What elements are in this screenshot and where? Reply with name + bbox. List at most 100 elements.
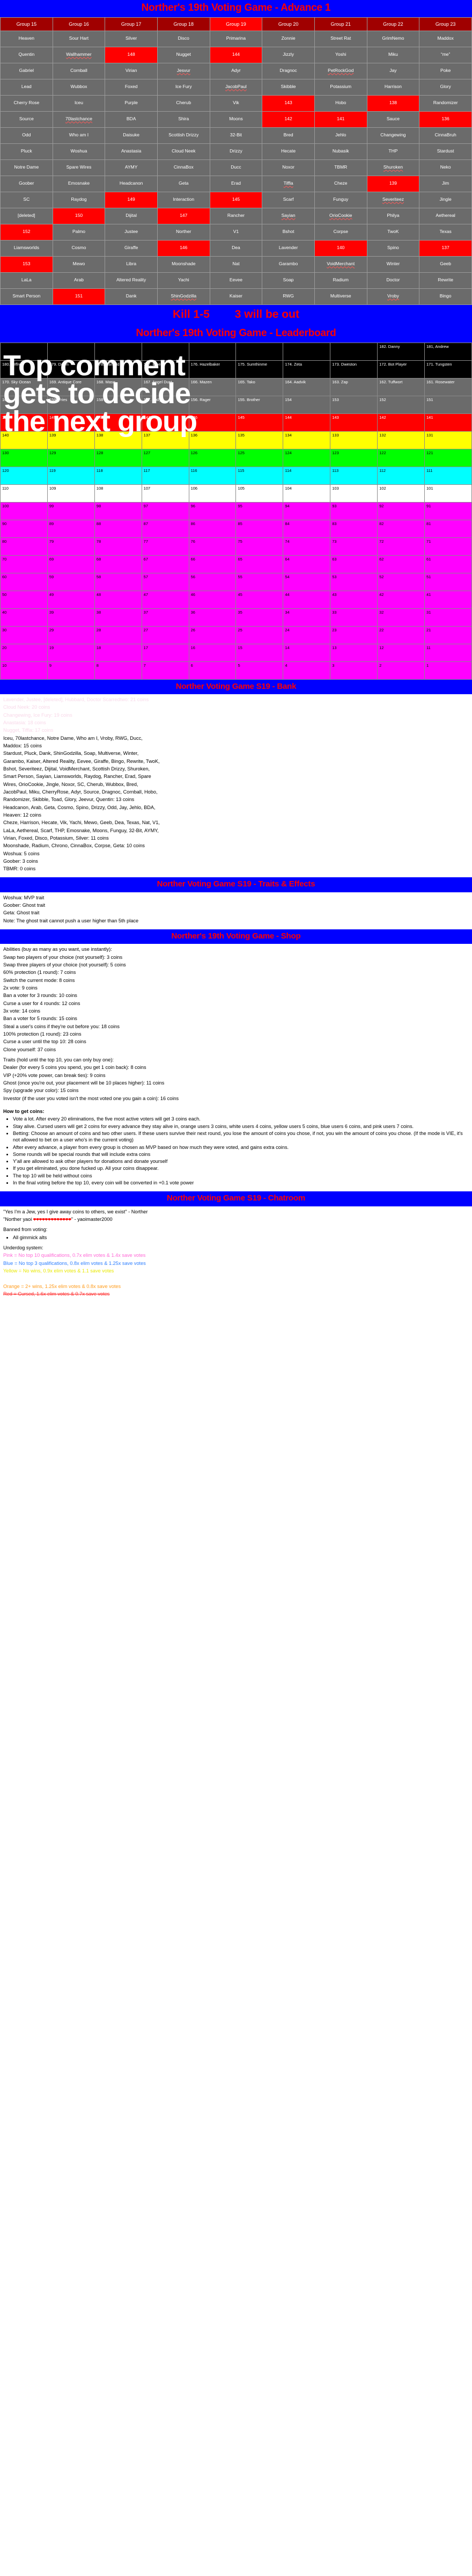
leaderboard-cell: [330, 342, 378, 361]
leaderboard-cell: 148: [94, 413, 142, 432]
leaderboard-cell: 75: [235, 537, 284, 556]
leaderboard-row: 170. Sky Ocean 169. Antique Core 168. Masq…: [0, 377, 472, 396]
howto-item: Stay alive. Cursed users will get 2 coin…: [13, 1123, 469, 1130]
advance-cell-player: Philya: [366, 207, 420, 224]
advance-row: Heaven Sour Hart Silver Disco Primarina Zonni…: [0, 30, 472, 47]
advance-column-header: Group 15: [0, 17, 53, 31]
advance-cell-player: Aethereal: [419, 207, 472, 224]
underdog-tier: Blue = No top 3 qualifications, 0.8x eli…: [3, 1260, 146, 1266]
advance-column-header: Group 16: [52, 17, 106, 31]
advance-cell-player: TwoK: [366, 223, 420, 241]
leaderboard-cell: 43: [330, 590, 378, 609]
leaderboard-cell: 101: [424, 484, 472, 503]
leaderboard-cell: 29: [47, 625, 95, 644]
leaderboard-cell: 106: [188, 484, 237, 503]
advance-cell-player: Radium: [314, 272, 367, 289]
advance-cell-player: Vik: [209, 94, 263, 112]
leaderboard-cell: 59: [47, 572, 95, 591]
kill-banner-gap: [212, 308, 232, 321]
shop-ability-item: Switch the current mode: 8 coins: [3, 977, 75, 983]
leaderboard-cell: 151: [424, 395, 472, 414]
advance-cell-player: Shira: [157, 111, 210, 128]
leaderboard-cell: 170. Sky Ocean: [0, 377, 48, 396]
leaderboard-cell: 31: [424, 608, 472, 627]
bank-section: Lavender, Justee, [deleted], Hubbard, Do…: [0, 694, 472, 878]
leaderboard-cell: 134: [283, 431, 331, 449]
leaderboard-row: 80 79 78 77 76 75 74 73 72 71: [0, 537, 472, 556]
banner-leaderboard-title: Norther's 19th Voting Game - Leaderboard: [136, 327, 336, 339]
banner-traits: Norther Voting Game S19 - Traits & Effec…: [0, 877, 472, 892]
leaderboard-cell: 130: [0, 448, 48, 467]
leaderboard-cell: 79: [47, 537, 95, 556]
advance-cell-player: Geeb: [419, 256, 472, 273]
leaderboard-cell: 34: [283, 608, 331, 627]
kill-banner: Kill 1-5 3 will be out: [0, 304, 472, 325]
advance-cell-player: Goober: [0, 175, 53, 192]
bank-line: Wires, OrioCookie, Jingle, Noxor, SC, Ch…: [3, 781, 138, 787]
bank-line: Woshua: 5 coins: [3, 850, 40, 856]
bank-line: Moonshade, Radium, Chrono, CinnaBox, Cor…: [3, 843, 145, 849]
shop-ability-item: Curse a user for 4 rounds: 12 coins: [3, 1000, 80, 1006]
leaderboard-cell: 181, Andrew: [424, 342, 472, 361]
leaderboard-cell: 138: [94, 431, 142, 449]
advance-cell-player: Noxor: [262, 159, 315, 176]
advance-cell-player: Source: [0, 111, 53, 128]
advance-cell-player: Neko: [419, 159, 472, 176]
leaderboard-row: 110 109 108 107 106 105 104 103 102 101: [0, 484, 472, 503]
advance-cell-player: Moons: [209, 111, 263, 128]
advance-cell-eliminated: 152: [0, 223, 53, 241]
leaderboard-cell: 136: [188, 431, 237, 449]
leaderboard-cell: 132: [377, 431, 425, 449]
bank-line: Garambo, Kaiser, Altered Reality, Eevee,…: [3, 758, 160, 764]
banner-chatroom-title: Norther Voting Game S19 - Chatroom: [167, 1194, 305, 1203]
leaderboard-cell: 108: [94, 484, 142, 503]
chatroom-quote-1: "Yes I'm a Jew, yes I give away coins to…: [3, 1209, 148, 1214]
trait-line: Goober: Ghost trait: [3, 903, 46, 908]
leaderboard-cell: 165. Tako: [235, 377, 284, 396]
leaderboard-cell: 78: [94, 537, 142, 556]
leaderboard-cell: 28: [94, 625, 142, 644]
advance-cell-player: Lavender: [262, 239, 315, 257]
advance-cell-eliminated: 148: [105, 46, 158, 63]
advance-header-row: Group 15 Group 16 Group 17 Group 18 Group 19…: [0, 17, 472, 31]
advance-cell-player: Drizzy: [209, 143, 263, 160]
advance-cell-player: Libra: [105, 256, 158, 273]
advance-cell-player: OrioCookie: [314, 207, 367, 224]
leaderboard-cell: 71: [424, 537, 472, 556]
howto-item: If you get eliminated, you done fucked u…: [13, 1165, 469, 1171]
leaderboard-cell: 91: [424, 501, 472, 520]
leaderboard-cell: 90: [0, 519, 48, 538]
banned-item: All gimmick alts: [13, 1234, 469, 1241]
advance-cell-player: VoidMerchant: [314, 256, 367, 273]
leaderboard-cell: 167. Angel Dust: [141, 377, 189, 396]
leaderboard-cell: 96: [188, 501, 237, 520]
leaderboard-cell: 26: [188, 625, 237, 644]
banner-shop-title: Norther's 19th Voting Game - Shop: [171, 932, 301, 941]
leaderboard-cell: 100: [0, 501, 48, 520]
leaderboard-cell: 169. Antique Core: [47, 377, 95, 396]
advance-cell-player: Rewrite: [419, 272, 472, 289]
leaderboard-cell: 133: [330, 431, 378, 449]
advance-cell-player: Cloud Neek: [157, 143, 210, 160]
advance-cell-player: CinnaBruh: [419, 127, 472, 144]
advance-cell-player: Moonshade: [157, 256, 210, 273]
leaderboard-row: 120 119 118 117 116 115 114 113 112 111: [0, 466, 472, 485]
leaderboard-cell: 120: [0, 466, 48, 485]
advance-cell-player: Emosnake: [52, 175, 106, 192]
advance-cell-player: Cherry Rose: [0, 94, 53, 112]
advance-cell-player: V1: [209, 223, 263, 241]
advance-cell-player: Dank: [105, 288, 158, 305]
leaderboard-cell: 24: [283, 625, 331, 644]
leaderboard-cell: 53: [330, 572, 378, 591]
leaderboard-cell: 74: [283, 537, 331, 556]
leaderboard-row: 182. Danny 181, Andrew: [0, 342, 472, 361]
shop-abilities-header: Abilities (buy as many as you want, use …: [3, 947, 112, 952]
shop-ability-item: Ban a voter for 3 rounds: 10 coins: [3, 993, 77, 999]
advance-cell-player: Maddox: [419, 30, 472, 47]
leaderboard-row: 30 29 28 27 26 25 24 23 22 21: [0, 625, 472, 644]
advance-cell-player: THP: [366, 143, 420, 160]
advance-cell-player: Dea: [209, 239, 263, 257]
advance-row: 152 Palmo Justee Norther V1 Bshot Corpse TwoK Te…: [0, 223, 472, 241]
leaderboard-cell: 104: [283, 484, 331, 503]
advance-cell-player: Justee: [105, 223, 158, 241]
